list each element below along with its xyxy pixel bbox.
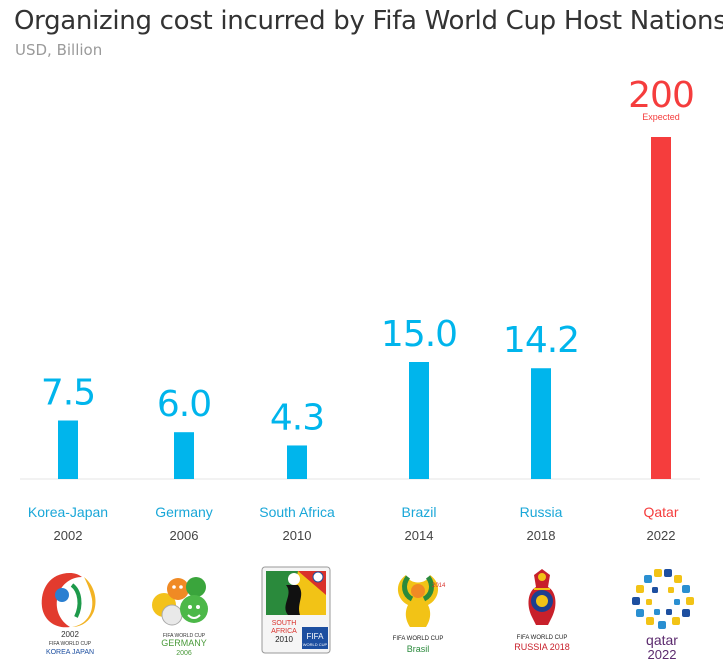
svg-text:FIFA WORLD CUP: FIFA WORLD CUP xyxy=(393,636,444,642)
south-africa-2010-logo: SOUTH AFRICA 2010 FIFA WORLD CUP xyxy=(261,566,331,654)
category-label: South Africa xyxy=(259,504,335,520)
value-label: 14.2 xyxy=(503,320,579,361)
value-label: 7.5 xyxy=(41,373,95,414)
value-label: 6.0 xyxy=(157,384,211,425)
year-label: 2022 xyxy=(647,528,676,543)
svg-text:FIFA WORLD CUP: FIFA WORLD CUP xyxy=(517,635,568,641)
svg-text:Brasil: Brasil xyxy=(407,644,430,654)
bar-qatar xyxy=(651,137,671,479)
svg-text:GERMANY: GERMANY xyxy=(161,638,207,648)
svg-text:2010: 2010 xyxy=(275,635,293,644)
germany-2006-logo: FIFA WORLD CUP GERMANY 2006 xyxy=(152,577,208,657)
year-label: 2018 xyxy=(527,528,556,543)
bar-russia xyxy=(531,368,551,479)
svg-text:qatar: qatar xyxy=(646,632,678,648)
category-label: Germany xyxy=(155,504,213,520)
bar-korea-japan xyxy=(58,420,78,479)
brazil-2014-logo: 2014 FIFA WORLD CUP Brasil xyxy=(393,575,446,654)
value-label: 15.0 xyxy=(381,314,457,355)
svg-text:KOREA JAPAN: KOREA JAPAN xyxy=(46,649,94,656)
svg-text:2014: 2014 xyxy=(432,583,446,589)
svg-text:SOUTH: SOUTH xyxy=(272,620,297,627)
svg-text:WORLD CUP: WORLD CUP xyxy=(303,642,328,647)
bar-brazil xyxy=(409,362,429,479)
bar-germany xyxy=(174,432,194,479)
korea-japan-2002-logo: 2002 FIFA WORLD CUP KOREA JAPAN xyxy=(41,573,96,656)
category-label: Korea-Japan xyxy=(28,504,108,520)
russia-2018-logo: FIFA WORLD CUP RUSSIA 2018 xyxy=(514,569,570,652)
qatar-2022-logo: qatar 2022 xyxy=(632,569,694,661)
chart-subtitle: USD, Billion xyxy=(15,41,103,59)
annotation-expected: Expected xyxy=(642,112,680,122)
category-label: Brazil xyxy=(401,504,436,520)
svg-text:RUSSIA 2018: RUSSIA 2018 xyxy=(514,642,570,652)
value-label: 200 xyxy=(628,75,694,116)
year-label: 2006 xyxy=(170,528,199,543)
year-label: 2002 xyxy=(54,528,83,543)
svg-text:FIFA WORLD CUP: FIFA WORLD CUP xyxy=(163,633,206,639)
svg-text:2002: 2002 xyxy=(61,630,79,639)
svg-text:AFRICA: AFRICA xyxy=(271,628,297,635)
year-label: 2014 xyxy=(405,528,434,543)
svg-text:FIFA WORLD CUP: FIFA WORLD CUP xyxy=(49,641,92,647)
year-label: 2010 xyxy=(283,528,312,543)
value-label: 4.3 xyxy=(270,397,324,438)
category-label: Qatar xyxy=(643,504,678,520)
category-label: Russia xyxy=(520,504,563,520)
chart-title: Organizing cost incurred by Fifa World C… xyxy=(14,6,723,36)
svg-text:2006: 2006 xyxy=(176,650,192,657)
svg-text:2022: 2022 xyxy=(648,647,677,661)
bar-south-africa xyxy=(287,445,307,479)
svg-text:FIFA: FIFA xyxy=(307,632,325,641)
